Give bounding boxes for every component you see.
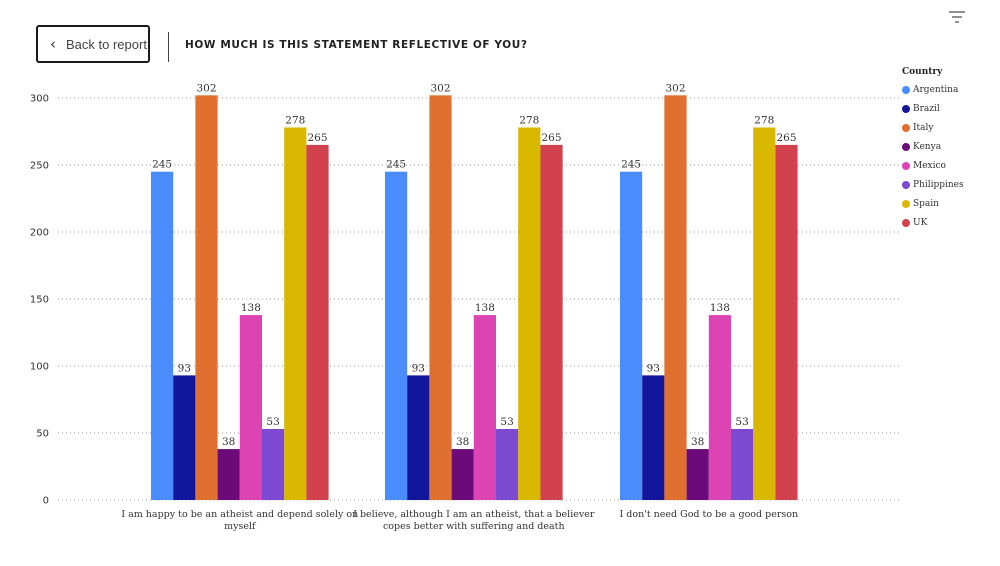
legend-label: Spain xyxy=(913,198,939,209)
data-label: 278 xyxy=(754,114,774,126)
y-tick-label: 0 xyxy=(43,496,49,507)
x-category-label: I believe, although I am an atheist, tha… xyxy=(353,509,595,520)
page-title: HOW MUCH IS THIS STATEMENT REFLECTIVE OF… xyxy=(185,39,528,51)
bar-italy[interactable] xyxy=(429,95,452,500)
header-divider xyxy=(168,32,169,62)
legend-item-argentina[interactable]: Argentina xyxy=(902,80,964,99)
legend-swatch xyxy=(902,161,910,170)
data-label: 245 xyxy=(152,159,172,171)
data-label: 138 xyxy=(475,302,495,314)
legend-label: Italy xyxy=(913,122,934,133)
data-label: 302 xyxy=(665,82,685,94)
bar-uk[interactable] xyxy=(306,144,329,500)
back-to-report-button[interactable]: ‹ Back to report xyxy=(36,25,150,63)
legend-label: Mexico xyxy=(913,160,946,171)
x-category-label: I don't need God to be a good person xyxy=(620,509,799,520)
data-label: 53 xyxy=(735,416,748,428)
data-label: 93 xyxy=(412,362,425,374)
data-label: 278 xyxy=(519,114,539,126)
legend-label: Philippines xyxy=(913,179,964,190)
data-label: 278 xyxy=(285,114,305,126)
bar-kenya[interactable] xyxy=(451,449,474,500)
bar-argentina[interactable] xyxy=(620,171,643,500)
legend-item-uk[interactable]: UK xyxy=(902,213,964,232)
bar-spain[interactable] xyxy=(518,127,541,500)
data-label: 38 xyxy=(222,436,235,448)
legend-title: Country xyxy=(902,67,943,77)
back-to-report-label: Back to report xyxy=(66,36,147,52)
legend-swatch xyxy=(902,180,910,189)
legend-swatch xyxy=(902,104,910,113)
legend-swatch xyxy=(902,199,910,208)
legend-label: Brazil xyxy=(913,103,940,114)
legend-swatch xyxy=(902,123,910,132)
y-tick-label: 250 xyxy=(30,161,49,172)
bar-brazil[interactable] xyxy=(642,375,665,500)
x-category-label: I am happy to be an atheist and depend s… xyxy=(121,509,358,520)
bar-argentina[interactable] xyxy=(151,171,174,500)
y-tick-label: 100 xyxy=(30,362,49,373)
bar-spain[interactable] xyxy=(753,127,776,500)
legend-item-mexico[interactable]: Mexico xyxy=(902,156,964,175)
legend-label: Kenya xyxy=(913,141,942,152)
bar-mexico[interactable] xyxy=(239,315,262,500)
y-tick-label: 50 xyxy=(36,429,49,440)
legend: Country Argentina Brazil Italy Kenya Mexico P… xyxy=(902,67,964,232)
bar-philippines[interactable] xyxy=(262,428,285,500)
legend-swatch xyxy=(902,85,910,94)
data-label: 245 xyxy=(386,159,406,171)
legend-item-italy[interactable]: Italy xyxy=(902,118,964,137)
x-category-label: myself xyxy=(224,521,257,532)
data-label: 265 xyxy=(541,132,561,144)
bar-italy[interactable] xyxy=(195,95,218,500)
data-label: 93 xyxy=(647,362,660,374)
bar-uk[interactable] xyxy=(775,144,798,500)
bar-italy[interactable] xyxy=(664,95,687,500)
data-label: 265 xyxy=(307,132,327,144)
data-label: 53 xyxy=(500,416,513,428)
data-label: 138 xyxy=(710,302,730,314)
bar-brazil[interactable] xyxy=(407,375,430,500)
filter-icon[interactable] xyxy=(948,10,966,24)
bar-philippines[interactable] xyxy=(496,428,519,500)
chevron-left-icon: ‹ xyxy=(50,35,56,53)
y-tick-label: 200 xyxy=(30,228,49,239)
data-label: 53 xyxy=(266,416,279,428)
data-label: 302 xyxy=(430,82,450,94)
legend-label: UK xyxy=(913,217,928,228)
bar-kenya[interactable] xyxy=(217,449,240,500)
bar-spain[interactable] xyxy=(284,127,307,500)
data-label: 245 xyxy=(621,159,641,171)
data-label: 265 xyxy=(776,132,796,144)
y-tick-label: 300 xyxy=(30,94,49,105)
legend-label: Argentina xyxy=(913,84,959,95)
bar-mexico[interactable] xyxy=(473,315,496,500)
data-label: 38 xyxy=(456,436,469,448)
legend-item-spain[interactable]: Spain xyxy=(902,194,964,213)
bar-argentina[interactable] xyxy=(385,171,408,500)
bar-philippines[interactable] xyxy=(731,428,754,500)
bar-mexico[interactable] xyxy=(708,315,731,500)
data-label: 38 xyxy=(691,436,704,448)
legend-swatch xyxy=(902,218,910,227)
data-label: 302 xyxy=(196,82,216,94)
data-label: 138 xyxy=(241,302,261,314)
data-label: 93 xyxy=(178,362,191,374)
x-category-label: copes better with suffering and death xyxy=(383,521,565,532)
y-tick-label: 150 xyxy=(30,295,49,306)
bar-brazil[interactable] xyxy=(173,375,196,500)
legend-item-kenya[interactable]: Kenya xyxy=(902,137,964,156)
legend-item-philippines[interactable]: Philippines xyxy=(902,175,964,194)
legend-item-brazil[interactable]: Brazil xyxy=(902,99,964,118)
legend-swatch xyxy=(902,142,910,151)
bar-uk[interactable] xyxy=(540,144,563,500)
bar-kenya[interactable] xyxy=(686,449,709,500)
